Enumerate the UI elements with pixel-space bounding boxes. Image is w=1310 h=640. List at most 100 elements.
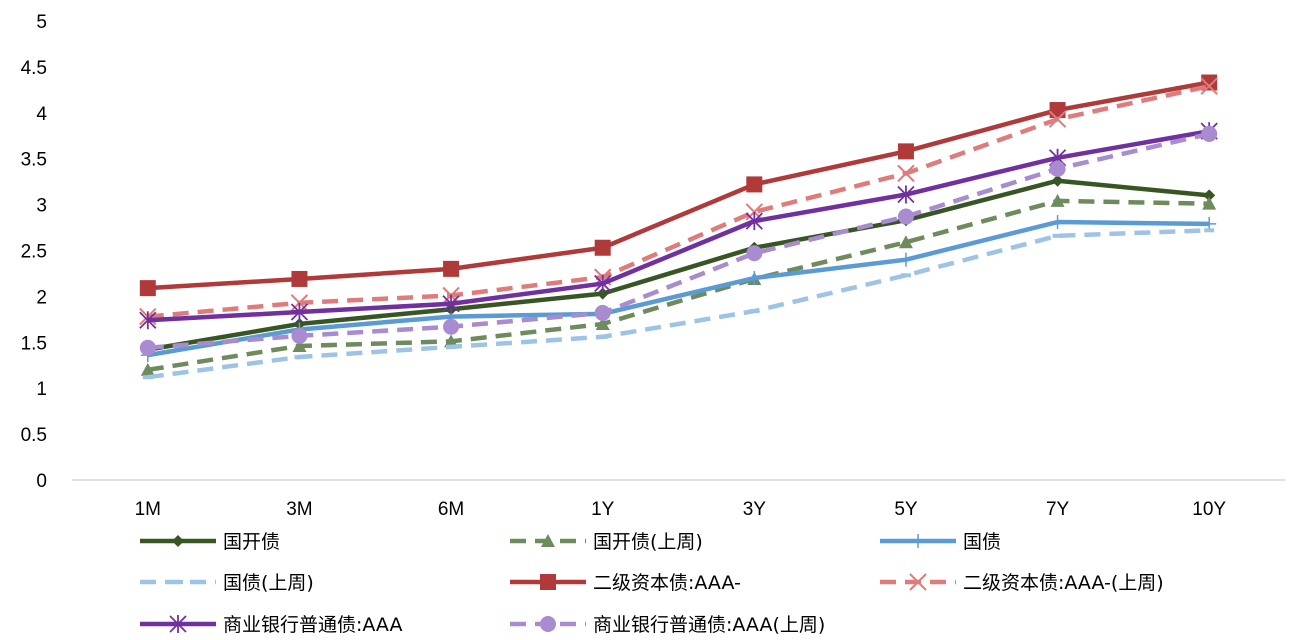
series-line <box>147 80 1210 291</box>
series-line <box>147 198 1210 373</box>
data-point <box>1204 228 1215 233</box>
data-point <box>442 294 460 313</box>
legend-marker <box>541 534 555 547</box>
series-line <box>147 228 1210 380</box>
data-point <box>142 375 153 380</box>
data-point <box>290 294 309 312</box>
legend-marker <box>540 574 556 590</box>
legend-item: 国债(上周) <box>140 572 314 594</box>
data-point <box>290 303 309 322</box>
series-line <box>147 219 1210 358</box>
data-point <box>446 344 457 349</box>
data-point <box>1051 174 1064 187</box>
series-1 <box>140 193 1217 376</box>
data-point <box>898 235 913 249</box>
data-point <box>444 334 459 348</box>
legend-label: 二级资本债:AAA-(上周) <box>963 572 1164 594</box>
data-point <box>1203 189 1216 202</box>
legend-item: 国开债 <box>140 531 280 553</box>
y-tick-label: 4.5 <box>21 58 47 79</box>
y-tick-label: 2 <box>36 287 47 308</box>
legend-item: 商业银行普通债:AAA <box>140 614 402 636</box>
series-line <box>147 131 1210 351</box>
x-tick-label: 5Y <box>894 499 918 520</box>
data-point <box>594 304 611 321</box>
legend-label: 国开债 <box>223 531 280 553</box>
data-point <box>594 239 611 256</box>
data-point <box>746 245 763 262</box>
data-point <box>1049 102 1066 119</box>
data-point <box>140 362 155 376</box>
legend-marker <box>173 580 183 584</box>
x-tick-label: 1Y <box>591 499 615 520</box>
data-point <box>291 270 308 287</box>
data-point <box>1050 193 1065 207</box>
data-point <box>291 327 308 344</box>
series-7 <box>139 125 1218 356</box>
data-point <box>443 318 460 335</box>
legend-label: 商业银行普通债:AAA(上周) <box>593 614 825 636</box>
series-4 <box>139 74 1218 297</box>
y-tick-label: 0 <box>36 471 47 492</box>
data-point <box>443 260 460 277</box>
data-point <box>1052 233 1063 238</box>
y-tick-label: 0.5 <box>21 425 47 446</box>
legend-marker <box>540 616 556 632</box>
data-point <box>139 280 156 297</box>
data-point <box>897 208 914 225</box>
x-tick-label: 7Y <box>1046 499 1070 520</box>
data-point <box>292 338 307 352</box>
legend-item: 国开债(上周) <box>510 531 703 553</box>
x-tick-label: 3M <box>286 499 312 520</box>
data-point <box>749 309 760 314</box>
legend-marker <box>911 534 925 548</box>
data-point <box>597 334 608 339</box>
legend-item: 商业银行普通债:AAA(上周) <box>510 614 825 636</box>
legend-marker <box>909 573 927 591</box>
data-point <box>1049 160 1066 177</box>
data-point <box>1048 110 1067 128</box>
data-point <box>139 311 157 330</box>
data-point <box>745 203 764 221</box>
y-tick-label: 5 <box>36 12 47 33</box>
data-point <box>897 185 915 204</box>
data-point <box>898 252 913 267</box>
legend-label: 商业银行普通债:AAA <box>223 614 402 636</box>
legend-label: 二级资本债:AAA- <box>593 572 741 594</box>
legend-item: 二级资本债:AAA-(上周) <box>880 572 1164 594</box>
series-line <box>147 83 1210 319</box>
y-tick-label: 1 <box>36 379 47 400</box>
series-lines <box>139 74 1218 380</box>
legend-marker <box>169 615 187 633</box>
series-5 <box>139 77 1218 326</box>
x-tick-label: 1M <box>135 499 161 520</box>
data-point <box>1202 196 1217 210</box>
y-tick-label: 4 <box>36 104 47 125</box>
series-line <box>147 128 1210 323</box>
legend-marker <box>172 535 184 547</box>
data-point <box>900 273 911 278</box>
data-point <box>1050 215 1065 230</box>
legend-item: 二级资本债:AAA- <box>510 572 741 594</box>
legend-item: 国债 <box>880 531 1001 553</box>
data-point <box>595 316 610 330</box>
x-tick-label: 10Y <box>1192 499 1226 520</box>
data-point <box>747 271 762 286</box>
data-point <box>596 287 609 300</box>
y-tick-label: 3.5 <box>21 150 47 171</box>
legend-label: 国开债(上周) <box>593 531 703 553</box>
axes: 0 0.5 1 1.5 2 2.5 3 3.5 4 4.5 5 1M 3M 6M 1Y 3Y 5Y 7Y 10Y <box>21 12 1285 520</box>
data-point <box>594 274 612 293</box>
series-3 <box>142 228 1215 380</box>
y-tick-label: 2.5 <box>21 242 47 263</box>
legend-label: 国债 <box>963 531 1001 553</box>
y-tick-label: 1.5 <box>21 333 47 354</box>
data-point <box>746 176 763 193</box>
data-point <box>745 212 763 231</box>
data-point <box>897 164 915 183</box>
data-point <box>1200 77 1218 95</box>
legend-label: 国债(上周) <box>223 572 314 594</box>
data-point <box>139 339 156 356</box>
